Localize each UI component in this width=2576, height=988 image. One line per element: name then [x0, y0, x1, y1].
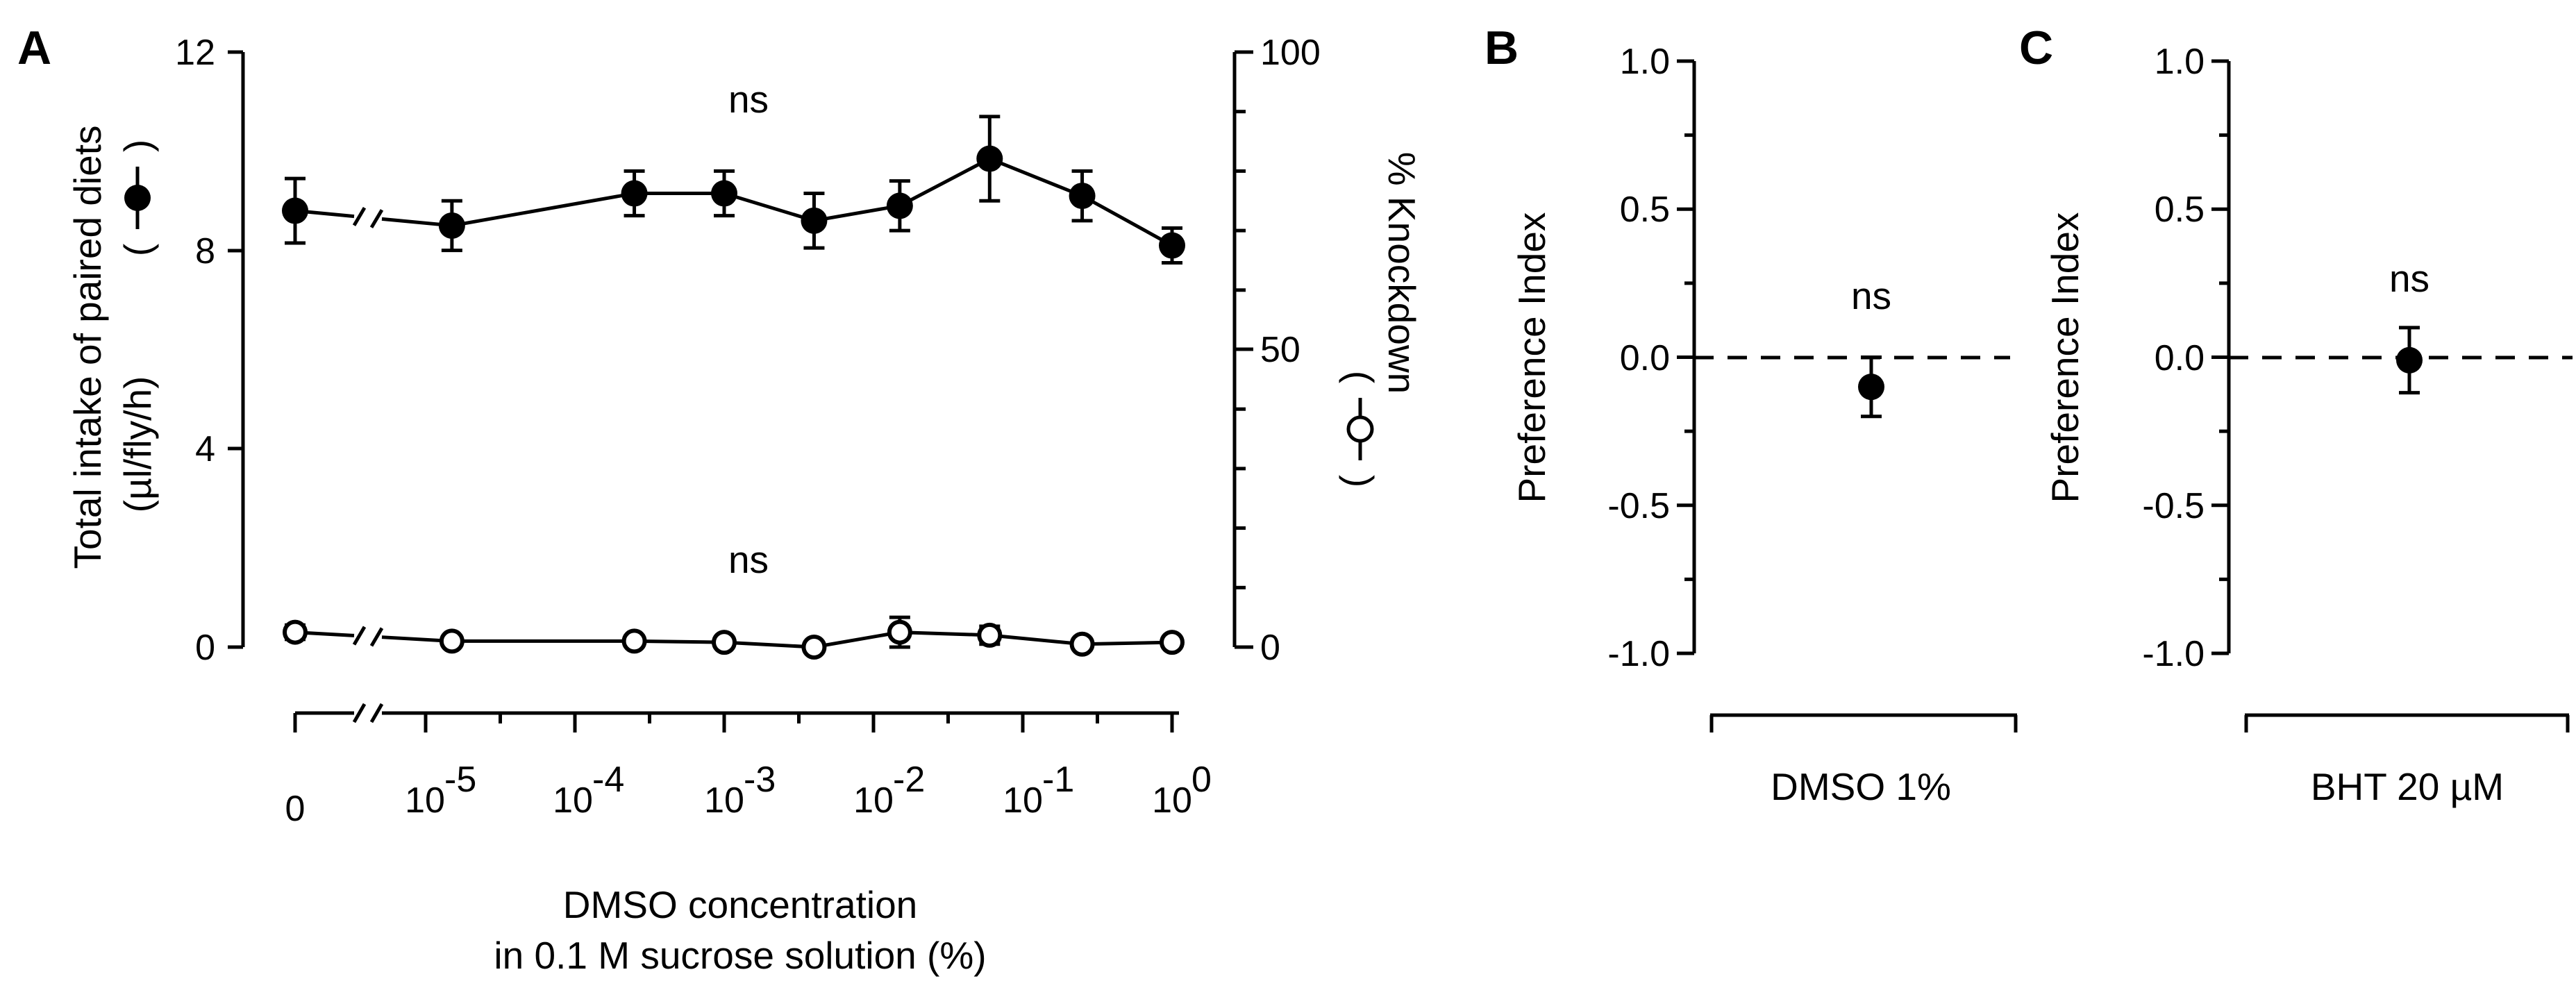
- panel-c-tick-label: -1.0: [2142, 634, 2205, 674]
- panel-b-y-ticks: [1677, 59, 1694, 655]
- panel-c-letter: C: [2019, 22, 2053, 74]
- panel-b-tick-label: -1.0: [1607, 634, 1670, 674]
- panel-a-x-tick-label: 10 -1: [1003, 760, 1074, 821]
- series-filled-point: [976, 145, 1003, 172]
- series-open-point: [977, 622, 1003, 648]
- series-open-point: [283, 619, 308, 645]
- panel-a-plot-area: [282, 115, 1185, 660]
- legend-filled-circle-symbol: ( ): [116, 140, 159, 256]
- panel-a-left-tick-label: 0: [195, 628, 215, 668]
- series-open-point: [439, 628, 465, 654]
- panel-c-ns: ns: [2389, 257, 2429, 300]
- panel-c-plot-area: [2396, 326, 2423, 395]
- svg-text:-2: -2: [893, 760, 925, 800]
- panel-a-ns-top: ns: [728, 78, 769, 121]
- panel-a-x-tick-label: 10 0: [1152, 760, 1212, 821]
- series-break-mark: [369, 209, 384, 228]
- panel-c-tick-label: 0.5: [2155, 190, 2205, 230]
- panel-c-tick-label: 0.0: [2155, 338, 2205, 378]
- panel-a-left-tick-label: 8: [195, 231, 215, 271]
- panel-a-left-axis-title: Total intake of paired diets (µl/fly/h) …: [66, 126, 159, 569]
- panel-a-right-minor-ticks: [1235, 110, 1246, 589]
- svg-text:10: 10: [704, 780, 744, 821]
- series-open-point: [801, 635, 827, 660]
- panel-a-x-tick-label: 0: [285, 789, 306, 829]
- panel-a-x-ticks: [293, 713, 1174, 732]
- series-filled-point: [711, 180, 737, 207]
- panel-a-letter: A: [17, 22, 51, 74]
- panel-b-ns: ns: [1851, 274, 1891, 317]
- series-open-point: [887, 619, 912, 645]
- panel-a-x-axis: [295, 703, 1179, 723]
- panel-a-x-tick-label: 10 -2: [853, 760, 925, 821]
- right-axis-title-line1: % Knockdown: [1380, 152, 1423, 394]
- svg-text:10: 10: [553, 780, 593, 821]
- panel-a-left-tick-label: 12: [175, 33, 215, 73]
- legend-open-circle-symbol: ( ): [1339, 371, 1382, 487]
- series-open-point: [1069, 631, 1095, 657]
- svg-text:-1: -1: [1042, 760, 1074, 800]
- panel-a-x-tick-label: 10 -5: [405, 760, 476, 821]
- panel-a-right-tick-label: 0: [1260, 628, 1280, 668]
- pi-point: [1858, 374, 1884, 401]
- series-open-line: [381, 630, 1173, 649]
- panel-c-y-axis-title: Preference Index: [2043, 212, 2086, 503]
- panel-b-letter: B: [1484, 22, 1519, 74]
- series-filled-point: [1159, 232, 1185, 259]
- series-filled-point: [438, 212, 465, 239]
- panel-a-x-axis-title-line1: DMSO concentration: [563, 883, 918, 926]
- svg-text:-5: -5: [444, 760, 476, 800]
- panel-b-y-axis-title: Preference Index: [1510, 212, 1553, 503]
- svg-text:10: 10: [1003, 780, 1043, 821]
- svg-text:10: 10: [405, 780, 445, 821]
- panel-c-tick-label: 1.0: [2155, 42, 2205, 82]
- panel-c-x-axis: [2244, 713, 2570, 732]
- panel-a-x-tick-label: 10 -4: [553, 760, 624, 821]
- panel-a-x-tick-label: 10 -3: [704, 760, 776, 821]
- series-break-mark: [369, 627, 384, 647]
- series-filled-point: [1069, 183, 1096, 210]
- left-axis-title-line2: (µl/fly/h): [116, 376, 159, 513]
- series-filled-point: [886, 192, 913, 219]
- panel-a-ns-bottom: ns: [728, 538, 769, 581]
- panel-b-tick-label: 0.0: [1620, 338, 1670, 378]
- panel-c-tick-label: -0.5: [2142, 486, 2205, 526]
- panel-b-x-axis: [1709, 713, 2018, 732]
- svg-text:-4: -4: [592, 760, 624, 800]
- series-filled-line: [381, 156, 1173, 247]
- left-axis-title-line1: Total intake of paired diets: [66, 126, 109, 569]
- panel-b-tick-label: 1.0: [1620, 42, 1670, 82]
- svg-text:(: (: [116, 244, 159, 256]
- panel-b-tick-label: -0.5: [1607, 486, 1670, 526]
- panel-a-x-axis-title-line2: in 0.1 M sucrose solution (%): [494, 934, 986, 977]
- svg-text:10: 10: [853, 780, 894, 821]
- svg-text:): ): [1339, 475, 1382, 487]
- panel-b-plot-area: [1858, 355, 1884, 419]
- panel-c-y-ticks: [2211, 59, 2229, 655]
- panel-a-right-axis-title: % Knockdown ( ): [1339, 152, 1423, 487]
- panel-a-right-tick-label: 50: [1260, 330, 1300, 370]
- series-filled-point: [621, 180, 648, 207]
- series-filled-point: [801, 207, 828, 234]
- series-break-mark: [352, 626, 367, 646]
- series-break-mark: [352, 206, 367, 226]
- panel-b-x-label: DMSO 1%: [1771, 765, 1951, 808]
- panel-c-x-label: BHT 20 µM: [2311, 765, 2504, 808]
- svg-text:0: 0: [1191, 760, 1212, 800]
- series-open-point: [1160, 630, 1185, 655]
- panel-a-right-tick-label: 100: [1260, 33, 1321, 73]
- pi-point: [2396, 346, 2423, 374]
- svg-text:): ): [116, 140, 159, 152]
- svg-text:10: 10: [1152, 780, 1192, 821]
- svg-text:(: (: [1339, 371, 1382, 383]
- series-filled-point: [282, 197, 308, 224]
- series-open-point: [621, 628, 647, 654]
- panel-b-tick-label: 0.5: [1620, 190, 1670, 230]
- panel-a-left-tick-label: 4: [195, 429, 215, 469]
- series-open-point: [712, 630, 737, 655]
- svg-text:-3: -3: [744, 760, 776, 800]
